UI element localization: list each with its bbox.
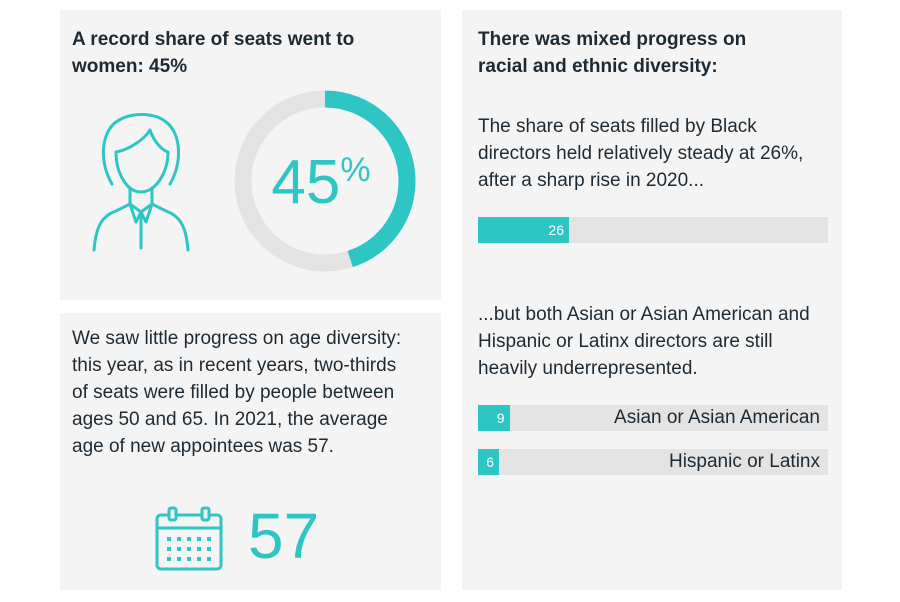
age-panel: We saw little progress on age diversity:… [60, 313, 441, 590]
bar-black-directors: 26 [478, 217, 828, 243]
women-share-donut: 45% [234, 90, 416, 272]
donut-center-unit: % [340, 151, 370, 189]
bar-value-label: 9 [496, 410, 505, 426]
donut-women-slice [234, 90, 416, 272]
average-age-value: 57 [248, 500, 320, 572]
diversity-panel: There was mixed progress on racial and e… [462, 10, 842, 590]
calendar-icon [155, 506, 223, 571]
bar-value-label: 26 [548, 222, 564, 238]
donut-center-label: 45% [271, 148, 370, 217]
bar-value-label: 6 [486, 454, 494, 470]
bar-fill [478, 217, 569, 243]
diversity-heading: There was mixed progress on racial and e… [478, 29, 747, 77]
bar-category-label: Asian or Asian American [614, 407, 820, 428]
age-text: We saw little progress on age diversity:… [72, 328, 402, 457]
woman-icon [92, 113, 190, 252]
bar-category-label: Hispanic or Latinx [668, 451, 820, 472]
bar-hispanic-directors: 6 Hispanic or Latinx [478, 449, 828, 475]
bar-asian-directors: 9 Asian or Asian American [478, 405, 828, 431]
bar-fill [478, 405, 510, 431]
women-heading: A record share of seats went to women: 4… [72, 29, 355, 77]
underrepresented-text: ...but both Asian or Asian American and … [478, 304, 810, 379]
donut-center-number: 45 [271, 148, 340, 217]
bar-fill [478, 449, 499, 475]
black-directors-text: The share of seats filled by Black direc… [478, 116, 804, 191]
women-panel: A record share of seats went to women: 4… [60, 10, 441, 300]
